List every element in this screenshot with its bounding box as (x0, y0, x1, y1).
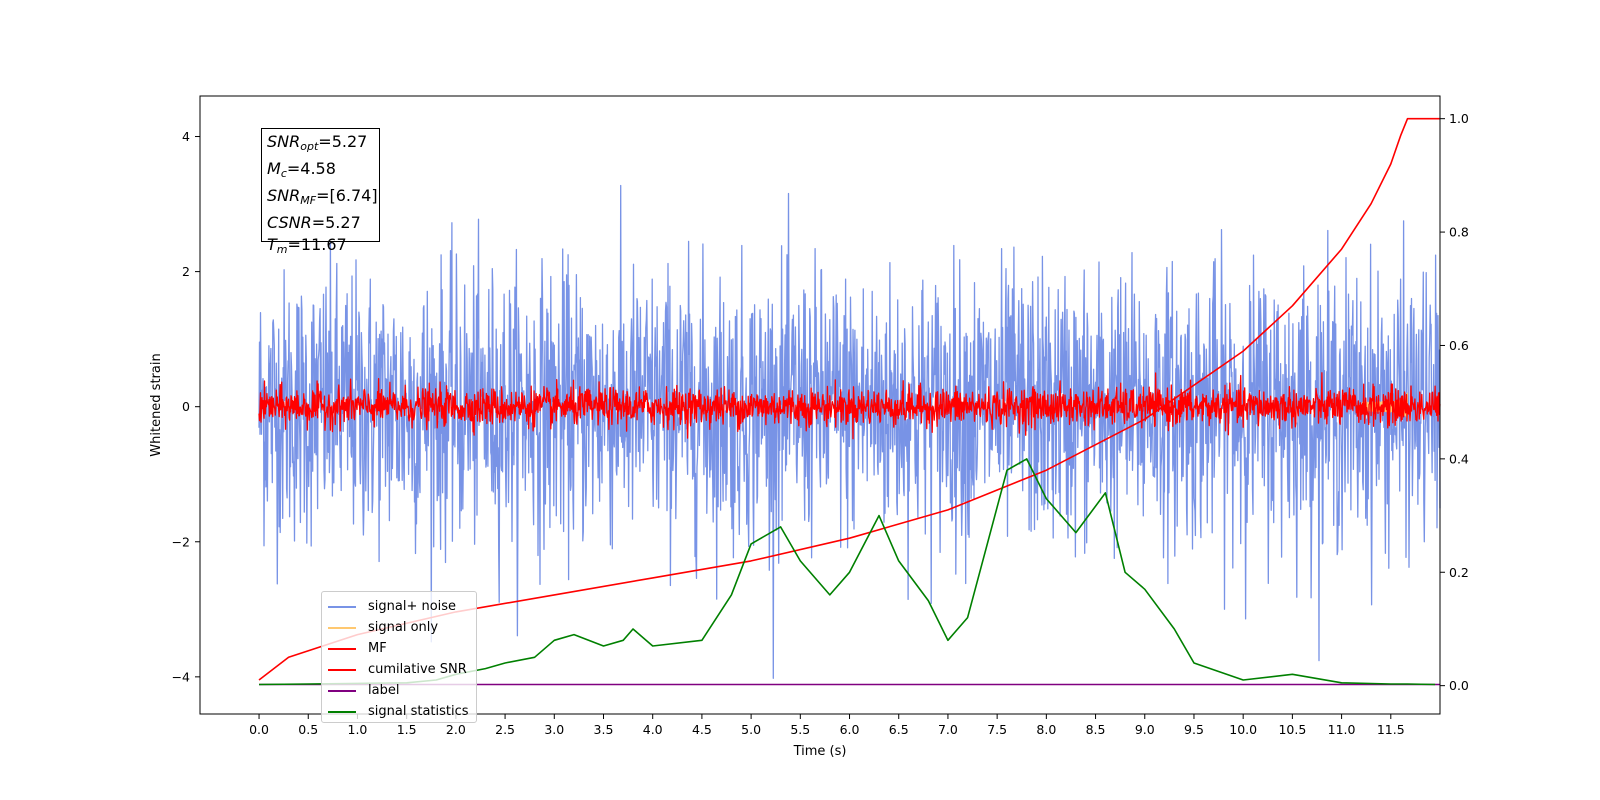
x-tick-label-15: 7.5 (987, 722, 1007, 737)
y-axis-right: 1.0 0.8 0.6 0.4 0.2 0.0 (1440, 111, 1469, 693)
legend-label: label (368, 683, 400, 698)
x-tick-label-20: 10.0 (1229, 722, 1257, 737)
x-tick-label-8: 4.0 (643, 722, 663, 737)
legend-swatch-mf (328, 647, 356, 650)
legend-swatch-signal-noise (328, 605, 356, 608)
annotation-tm: Tm=11.67 (267, 235, 347, 256)
x-tick-label-12: 6.0 (840, 722, 860, 737)
axes-frame (199, 95, 1441, 715)
legend-swatch-label (328, 689, 356, 692)
y-right-tick-label-2: 0.6 (1449, 338, 1469, 353)
series-line-0 (258, 184, 1441, 679)
y-right-tick-label-5: 0.0 (1449, 678, 1469, 693)
x-tick-label-11: 5.5 (790, 722, 810, 737)
y-right-tick-label-0: 1.0 (1449, 111, 1469, 126)
legend-item-signal-only: signal only (328, 617, 476, 638)
x-tick-label-7: 3.5 (594, 722, 614, 737)
legend-label: signal only (368, 620, 439, 635)
x-axis: 0.0 0.5 1.0 1.5 2.0 2.5 3.0 3.5 4.0 4.5 5.0 5.5 6.0 6… (249, 714, 1405, 737)
y-axis-left: 4 2 0 −2 −4 (172, 129, 200, 684)
x-tick-label-23: 11.5 (1377, 722, 1405, 737)
x-tick-label-13: 6.5 (889, 722, 909, 737)
x-tick-label-14: 7.0 (938, 722, 958, 737)
legend-label: cumilative SNR (368, 662, 467, 677)
y-left-tick-label-2: 0 (182, 399, 190, 414)
y-right-tick-label-4: 0.2 (1449, 565, 1469, 580)
y-left-tick-label-4: −4 (172, 669, 190, 684)
legend-item-mf: MF (328, 638, 476, 659)
legend-swatch-signal-statistics (328, 710, 356, 713)
x-tick-label-5: 2.5 (495, 722, 515, 737)
annotation-csnr: CSNR=5.27 (267, 213, 361, 232)
x-tick-label-0: 0.0 (249, 722, 269, 737)
x-tick-label-2: 1.0 (348, 722, 368, 737)
y-left-tick-label-3: −2 (172, 534, 190, 549)
annotation-snr-opt: SNRopt=5.27 (267, 132, 368, 153)
legend-label: MF (368, 641, 387, 656)
series-line-2 (258, 372, 1441, 440)
legend: signal+ noise signal only MF cumilative … (321, 591, 477, 723)
legend-swatch-signal-only (328, 626, 356, 629)
legend-item-signal-statistics: signal statistics (328, 701, 476, 722)
x-tick-label-21: 10.5 (1278, 722, 1306, 737)
y-right-tick-label-3: 0.4 (1449, 451, 1469, 466)
annotation-snr-mf: SNRMF=[6.74] (267, 186, 378, 207)
x-tick-label-1: 0.5 (298, 722, 318, 737)
x-tick-label-9: 4.5 (692, 722, 712, 737)
x-tick-label-10: 5.0 (741, 722, 761, 737)
y-left-tick-label-1: 2 (182, 264, 190, 279)
legend-label: signal+ noise (368, 599, 457, 614)
y-left-tick-label-0: 4 (182, 129, 190, 144)
series-line-5 (258, 458, 1436, 686)
legend-swatch-cumulative-snr (328, 668, 356, 671)
annotation-mc: Mc=4.58 (267, 159, 336, 180)
legend-item-signal-noise: signal+ noise (328, 596, 476, 617)
legend-item-label: label (328, 680, 476, 701)
x-axis-label: Time (s) (793, 744, 847, 759)
x-tick-label-17: 8.5 (1086, 722, 1106, 737)
x-tick-label-4: 2.0 (446, 722, 466, 737)
x-tick-label-3: 1.5 (397, 722, 417, 737)
x-tick-label-19: 9.5 (1184, 722, 1204, 737)
x-tick-label-16: 8.0 (1036, 722, 1056, 737)
legend-label: signal statistics (368, 704, 469, 719)
x-tick-label-22: 11.0 (1328, 722, 1356, 737)
x-tick-label-18: 9.0 (1135, 722, 1155, 737)
legend-item-cumulative-snr: cumilative SNR (328, 659, 476, 680)
x-tick-label-6: 3.0 (544, 722, 564, 737)
y-right-tick-label-1: 0.8 (1449, 225, 1469, 240)
annotation-box: SNRopt=5.27 Mc=4.58 SNRMF=[6.74] CSNR=5.… (261, 128, 380, 256)
y-axis-label: Whitened strain (149, 353, 164, 456)
